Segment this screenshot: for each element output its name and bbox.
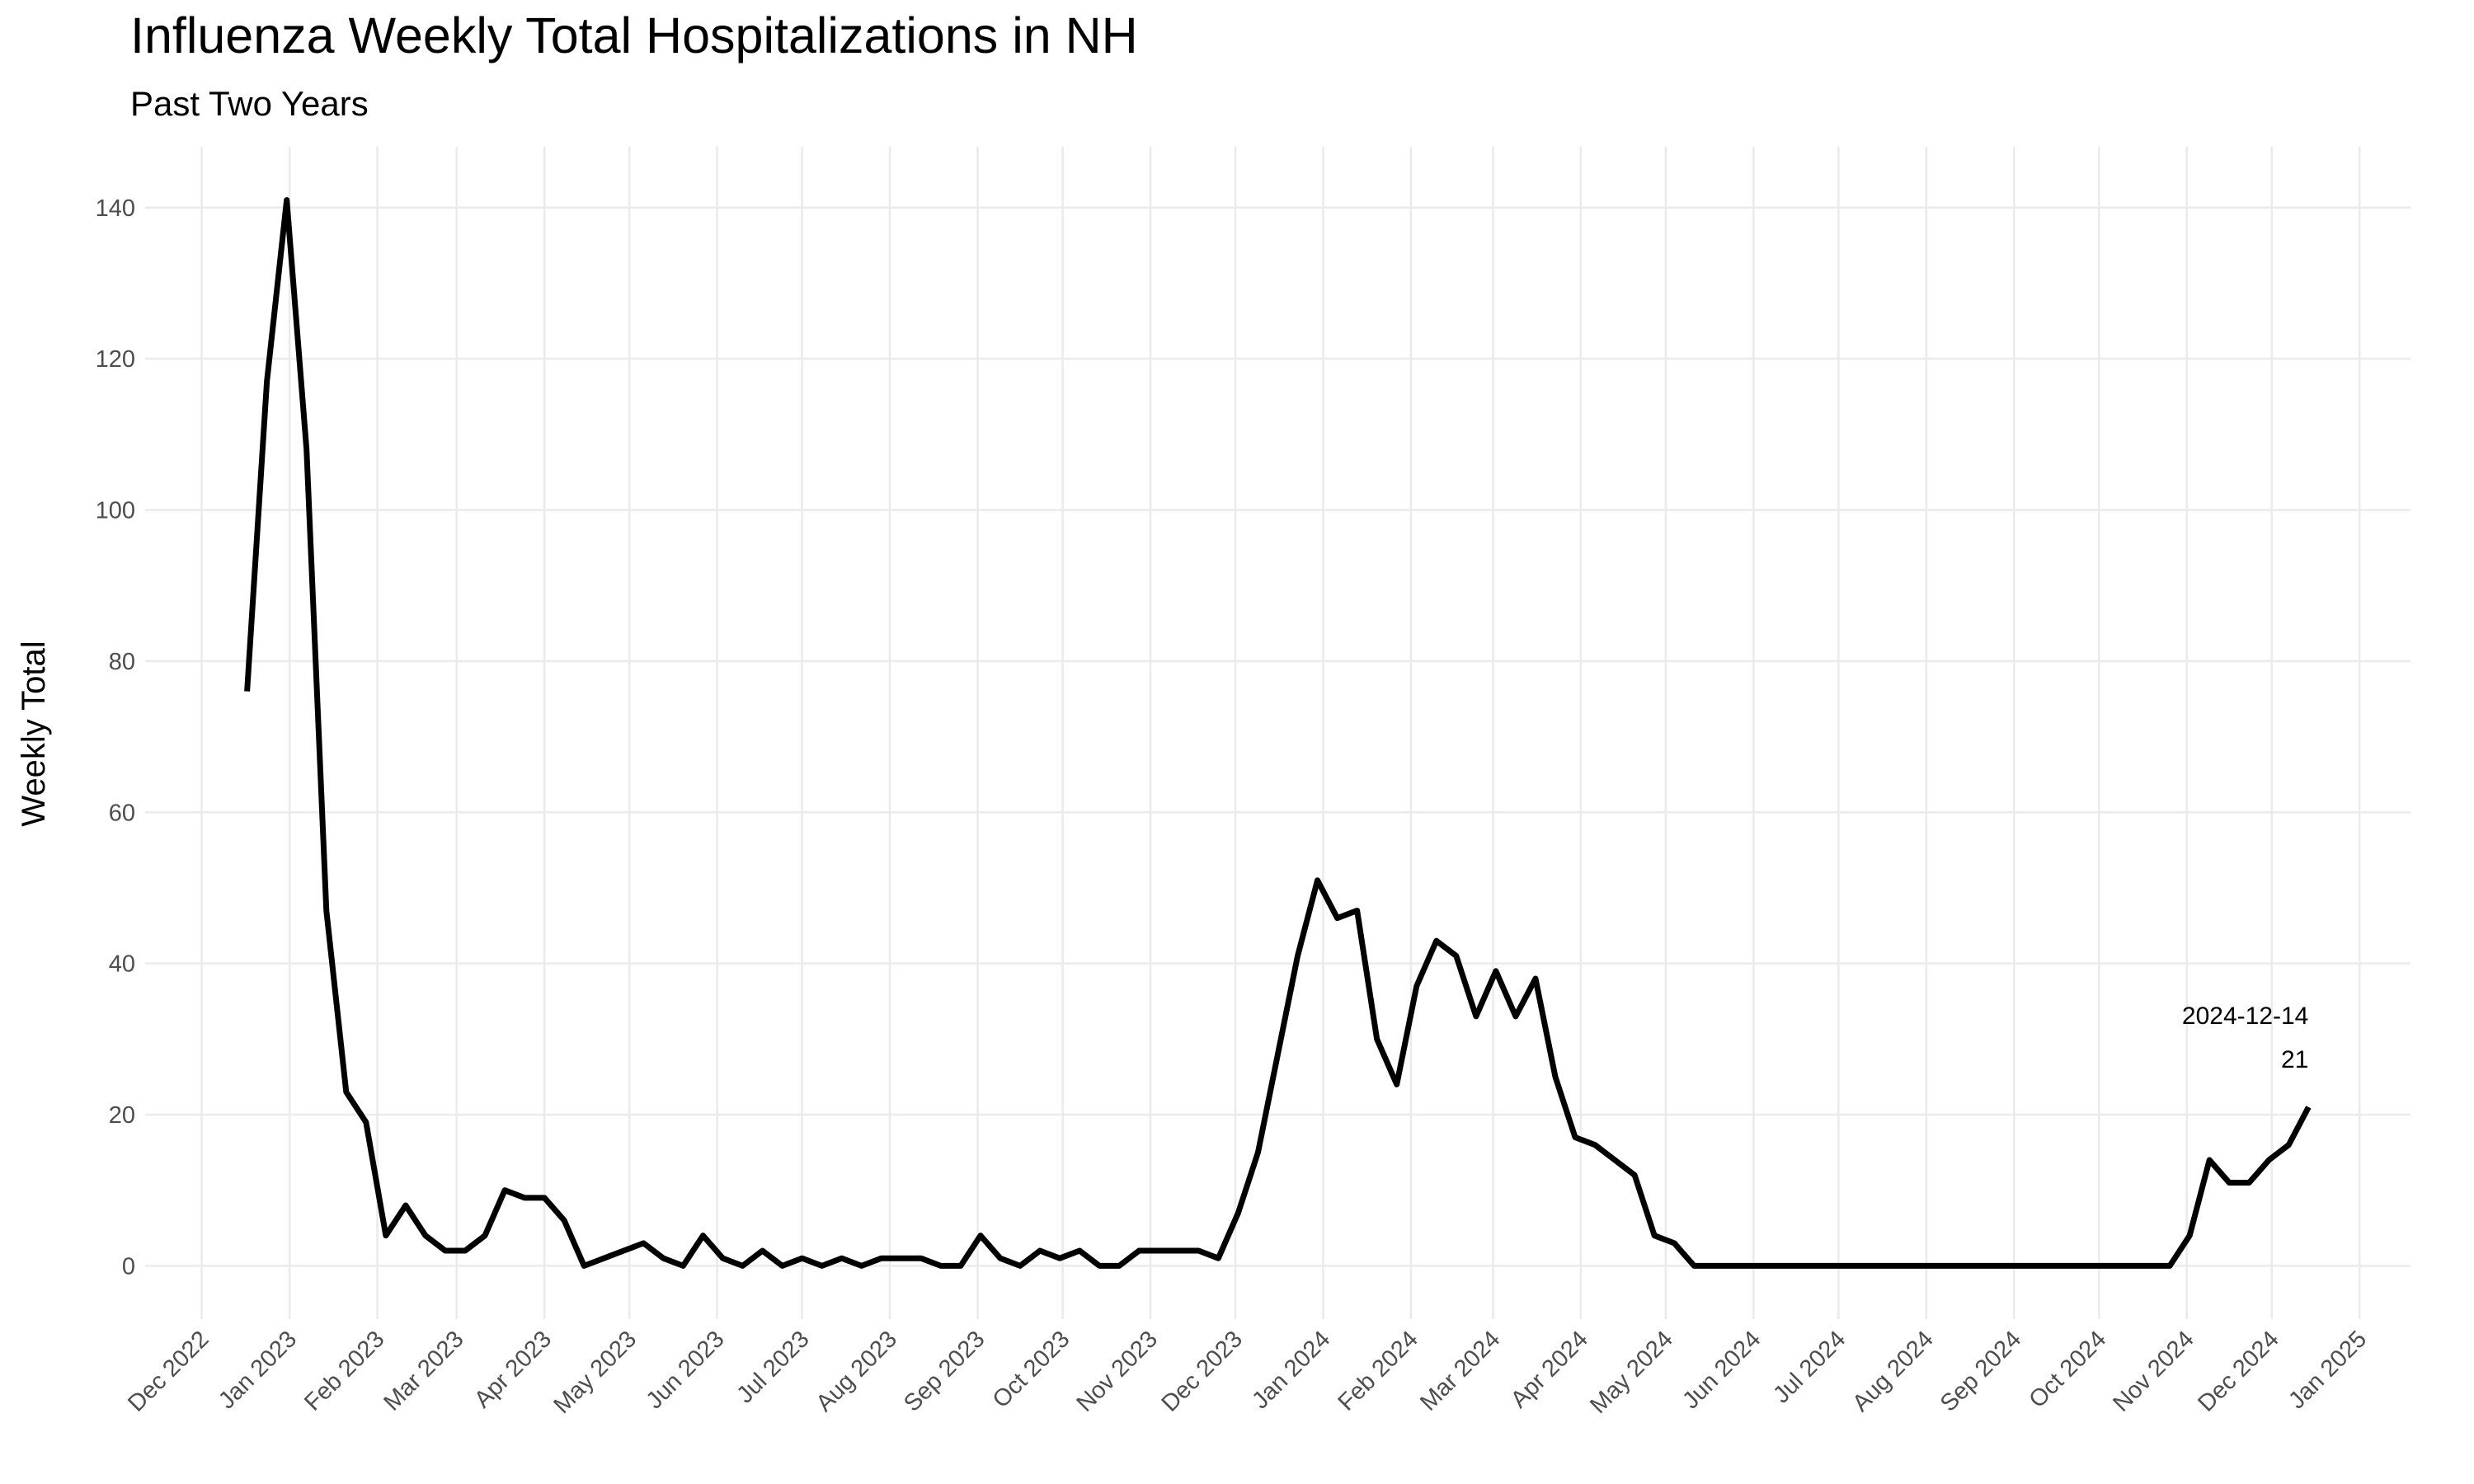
y-axis-label: Weekly Total <box>16 641 52 826</box>
plot-area <box>244 197 2312 1269</box>
y-tick-label: 100 <box>96 498 135 524</box>
y-tick-label: 140 <box>96 195 135 222</box>
y-tick-label: 120 <box>96 346 135 373</box>
y-tick-label: 0 <box>122 1253 135 1280</box>
y-tick-label: 40 <box>109 951 135 978</box>
chart-title: Influenza Weekly Total Hospitalizations … <box>130 7 1138 63</box>
chart-subtitle: Past Two Years <box>130 84 369 123</box>
data-line <box>244 197 2312 1269</box>
y-tick-label: 80 <box>109 649 135 675</box>
grid <box>145 147 2411 1319</box>
annotation-date: 2024-12-14 <box>2182 1003 2308 1030</box>
y-tick-label: 60 <box>109 800 135 826</box>
annotation-value: 21 <box>2281 1046 2308 1073</box>
y-tick-label: 20 <box>109 1102 135 1129</box>
